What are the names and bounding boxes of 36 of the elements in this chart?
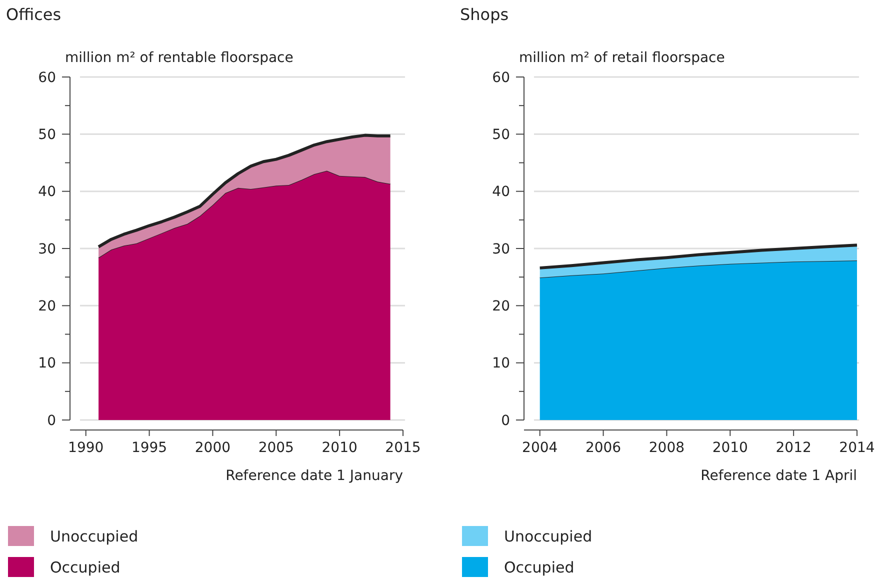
y-axis-title: million m² of retail floorspace [519,50,725,66]
y-tick-label: 50 [492,127,510,144]
y-tick-label: 50 [38,127,56,144]
y-tick-label: 40 [492,184,510,200]
x-tick-label: 1995 [131,440,168,456]
y-tick-label: 60 [492,70,510,86]
x-tick-label: 2015 [385,440,421,456]
x-tick-label: 2014 [839,440,875,456]
x-tick-label: 2005 [258,440,294,456]
x-tick-label: 2010 [322,440,358,456]
y-tick-label: 30 [38,241,56,258]
y-axis-title: million m² of rentable floorspace [65,50,294,66]
y-tick-label: 20 [38,298,56,315]
chart-title: Offices [6,5,62,24]
legend-label: Unoccupied [504,527,592,546]
chart-title: Shops [460,5,509,24]
legend-label: Unoccupied [50,527,138,546]
x-axis-title: Reference date 1 April [700,468,857,484]
y-tick-label: 40 [38,184,56,200]
y-tick-label: 10 [492,356,510,372]
y-tick-label: 10 [38,356,56,372]
legend-label: Occupied [504,558,574,576]
legend-label: Occupied [50,558,120,576]
x-tick-label: 2004 [522,440,558,456]
y-tick-label: 60 [38,70,56,86]
x-tick-label: 1990 [68,440,104,456]
x-tick-label: 2010 [712,440,748,456]
x-tick-label: 2008 [648,440,685,456]
x-tick-label: 2012 [776,440,812,456]
y-tick-label: 0 [47,412,56,429]
y-tick-label: 20 [492,298,510,315]
x-tick-label: 2000 [194,440,231,456]
x-axis-title: Reference date 1 January [226,468,403,484]
y-tick-label: 0 [501,412,510,429]
y-tick-label: 30 [492,241,510,258]
x-tick-label: 2006 [585,440,622,456]
